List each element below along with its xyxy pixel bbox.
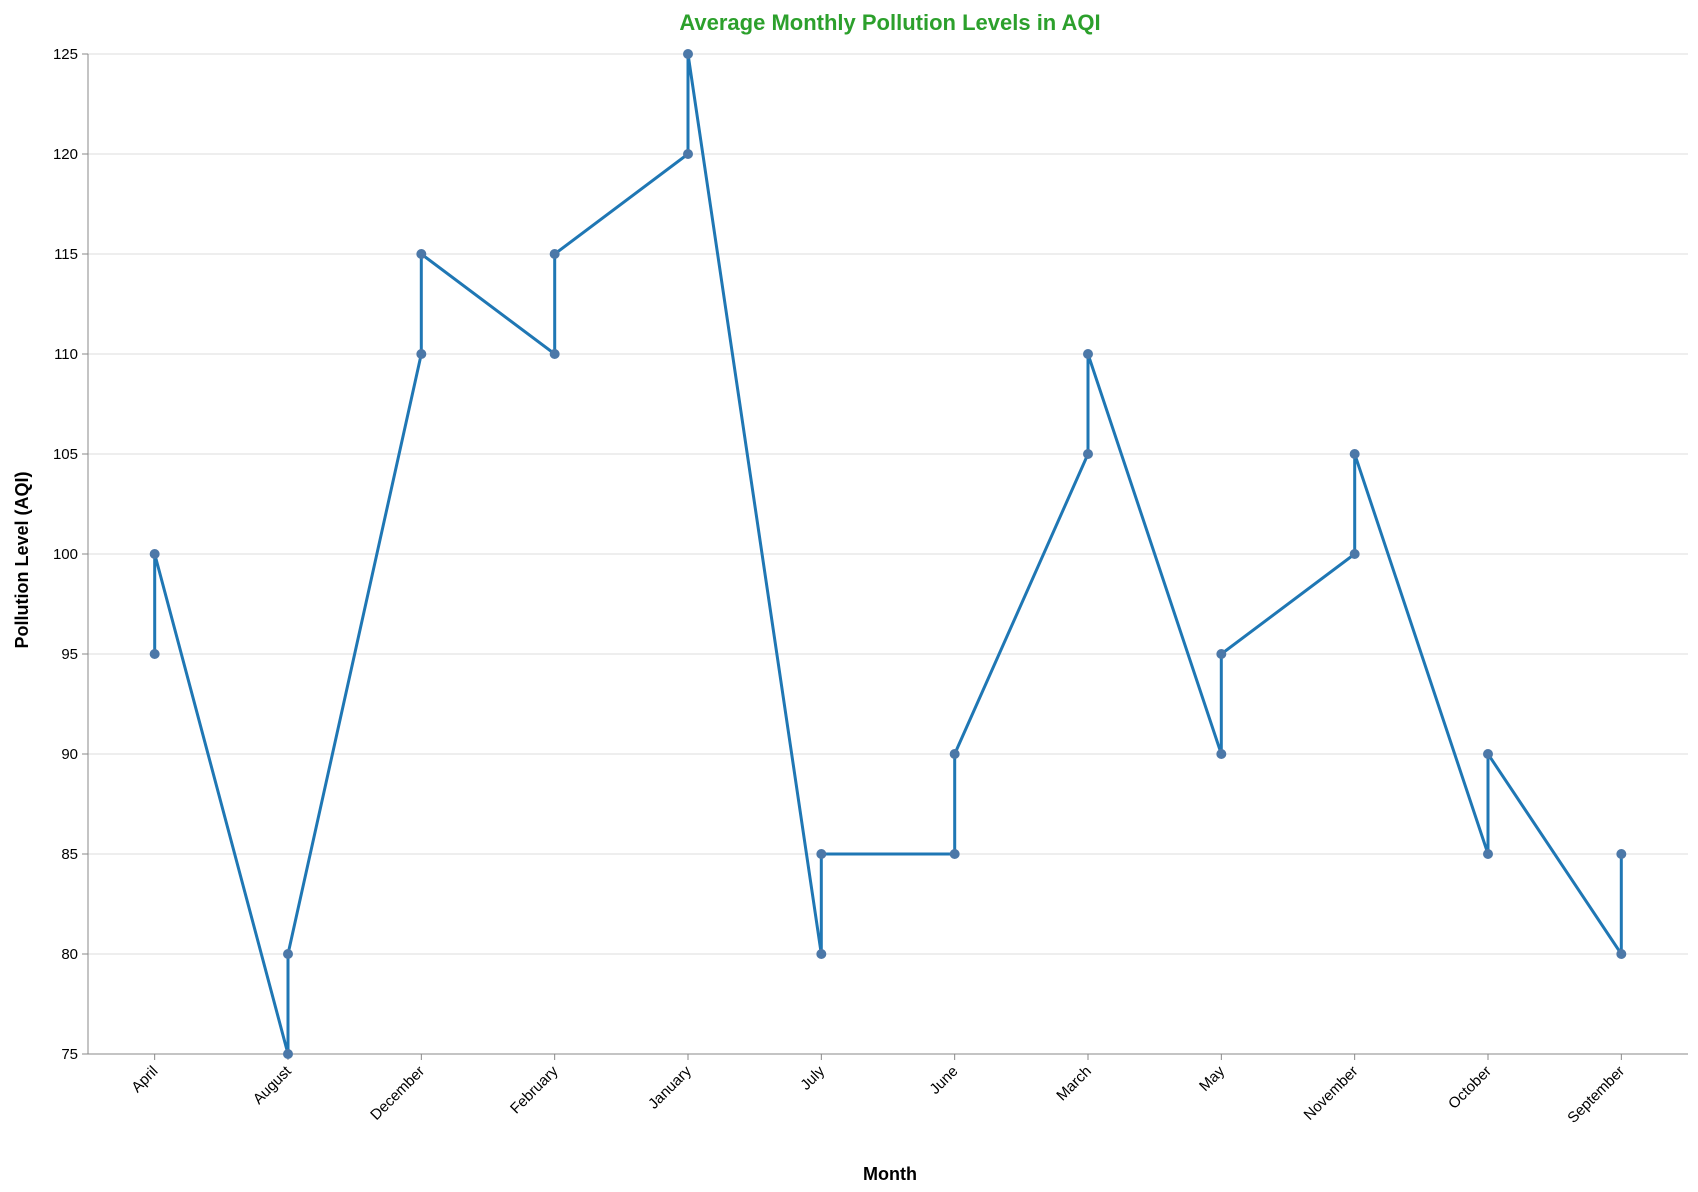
x-tick-label: March xyxy=(1053,1063,1094,1104)
x-axis-title: Month xyxy=(863,1164,917,1184)
data-point[interactable] xyxy=(149,649,160,659)
data-point[interactable] xyxy=(1083,449,1093,459)
data-point[interactable] xyxy=(1083,349,1093,359)
data-point[interactable] xyxy=(549,349,560,359)
data-point[interactable] xyxy=(1216,749,1227,759)
x-tick-label: August xyxy=(250,1062,296,1108)
y-tick-label: 80 xyxy=(61,946,78,963)
data-point[interactable] xyxy=(283,949,293,959)
y-tick-label: 75 xyxy=(61,1046,78,1063)
data-point[interactable] xyxy=(549,249,560,259)
x-tick-label: October xyxy=(1445,1063,1495,1113)
data-point[interactable] xyxy=(1349,449,1360,459)
y-tick-label: 100 xyxy=(53,546,78,563)
data-point[interactable] xyxy=(1483,849,1493,859)
x-tick-label: September xyxy=(1564,1063,1628,1127)
y-axis: 75 80 85 90 95 100 105 110 115 120 125 xyxy=(53,46,89,1063)
y-tick-label: 105 xyxy=(53,446,78,463)
data-point[interactable] xyxy=(283,1049,293,1059)
data-point[interactable] xyxy=(416,249,427,259)
y-tick-label: 120 xyxy=(53,146,78,163)
y-gridlines xyxy=(88,53,1688,1055)
y-axis-title: Pollution Level (AQI) xyxy=(12,471,32,648)
data-point[interactable] xyxy=(416,349,427,359)
x-tick-label: May xyxy=(1196,1062,1228,1094)
data-point[interactable] xyxy=(949,849,960,859)
y-tick-label: 125 xyxy=(53,46,78,63)
x-tick-label: November xyxy=(1301,1063,1362,1124)
data-point[interactable] xyxy=(1616,849,1627,859)
y-tick-label: 95 xyxy=(61,646,78,663)
x-tick-label: June xyxy=(926,1063,961,1098)
x-tick-label: February xyxy=(507,1062,562,1117)
y-tick-label: 90 xyxy=(61,746,78,763)
y-tick-label: 115 xyxy=(54,246,78,263)
data-point[interactable] xyxy=(1216,649,1227,659)
x-tick-label: July xyxy=(797,1062,828,1093)
data-point[interactable] xyxy=(683,149,693,159)
data-point[interactable] xyxy=(949,749,960,759)
y-tick-label: 110 xyxy=(54,346,78,363)
data-point[interactable] xyxy=(816,949,827,959)
y-tick-label: 85 xyxy=(61,846,78,863)
data-point[interactable] xyxy=(1349,549,1360,559)
data-point[interactable] xyxy=(149,549,160,559)
x-tick-label: April xyxy=(128,1063,161,1096)
x-tick-label: December xyxy=(367,1063,428,1124)
series-group xyxy=(149,49,1627,1059)
data-point[interactable] xyxy=(816,849,827,859)
series-line xyxy=(153,53,1623,1055)
data-point[interactable] xyxy=(683,49,693,59)
x-tick-label: January xyxy=(645,1062,695,1112)
data-point[interactable] xyxy=(1483,749,1493,759)
data-point[interactable] xyxy=(1616,949,1627,959)
x-axis: April August December February January July Ju… xyxy=(88,1053,1688,1127)
chart-title: Average Monthly Pollution Levels in AQI xyxy=(679,10,1100,35)
